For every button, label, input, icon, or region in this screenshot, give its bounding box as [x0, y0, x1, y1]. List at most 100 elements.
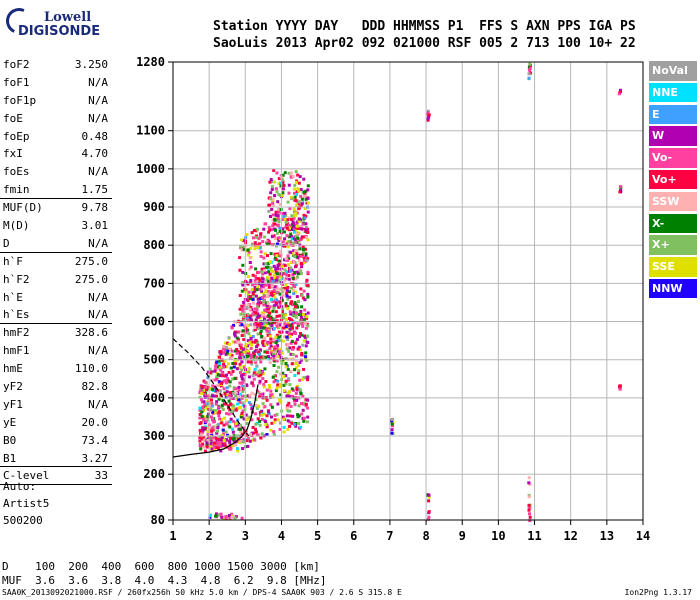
echo-point [200, 392, 204, 396]
echo-point [286, 367, 290, 371]
y-tick-label: 80 [151, 513, 165, 527]
echo-point [303, 259, 307, 262]
echo-point [253, 241, 257, 245]
echo-point [619, 185, 623, 189]
echo-point [279, 401, 283, 404]
echo-point [248, 256, 252, 260]
echo-point [273, 276, 277, 280]
echo-point [242, 347, 245, 351]
echo-point [273, 345, 277, 349]
echo-point [300, 319, 304, 323]
echo-point [200, 398, 203, 402]
param-row: C-level 33 [0, 467, 112, 486]
echo-point [220, 381, 223, 385]
echo-point [284, 283, 288, 287]
echo-point [241, 283, 245, 287]
echo-point [296, 371, 300, 375]
echo-point [255, 355, 259, 359]
echo-point [262, 256, 266, 260]
echo-point [297, 207, 301, 211]
echo-point [294, 255, 298, 259]
echo-point [254, 267, 258, 271]
echo-point [224, 381, 228, 385]
echo-point [220, 515, 224, 519]
echo-point [201, 406, 205, 410]
echo-point [244, 323, 248, 327]
echo-point [293, 368, 297, 372]
echo-point [252, 431, 256, 435]
echo-point [281, 307, 285, 311]
echo-point [299, 332, 302, 335]
echo-point [286, 245, 290, 249]
echo-point [266, 319, 270, 323]
echo-point [246, 339, 250, 343]
echo-point [302, 339, 306, 343]
echo-point [268, 326, 272, 330]
echo-point [285, 406, 289, 410]
echo-point [290, 218, 294, 221]
echo-point [270, 235, 274, 239]
echo-point [277, 279, 281, 283]
echo-point [306, 378, 310, 382]
echo-point [286, 285, 290, 289]
echo-point [287, 317, 291, 320]
echo-point [239, 415, 243, 419]
echo-point [265, 276, 269, 280]
echo-point [287, 171, 291, 175]
echo-point [245, 422, 249, 425]
echo-point [238, 307, 242, 311]
echo-point [238, 366, 242, 370]
echo-point [256, 343, 260, 347]
echo-point [275, 346, 279, 350]
echo-point [304, 376, 308, 380]
echo-point [284, 304, 288, 308]
echo-point [527, 508, 531, 512]
echo-point [213, 441, 217, 445]
echo-point [304, 252, 308, 256]
echo-point [263, 308, 267, 312]
echo-point [300, 265, 304, 269]
echo-point [226, 349, 230, 353]
echo-point [234, 362, 238, 366]
echo-point [271, 279, 275, 283]
y-tick-label: 600 [143, 315, 165, 329]
echo-point [238, 356, 242, 360]
echo-point [284, 313, 287, 317]
echo-point [272, 168, 276, 172]
echo-point [235, 320, 239, 324]
echo-point [200, 384, 204, 388]
echo-point [236, 439, 240, 443]
echo-point [298, 388, 302, 392]
echo-point [278, 202, 282, 206]
param-label: C-level [3, 469, 50, 483]
echo-point [275, 386, 279, 390]
echo-point [215, 391, 219, 395]
echo-point [235, 397, 238, 401]
echo-point [244, 433, 248, 437]
x-tick-label: 5 [314, 529, 321, 543]
echo-point [281, 240, 285, 244]
echo-point [269, 215, 272, 218]
echo-point [291, 276, 295, 280]
echo-point [258, 348, 262, 352]
echo-point [270, 317, 274, 321]
echo-point [207, 412, 211, 416]
echo-point [295, 233, 299, 237]
echo-point [272, 337, 276, 341]
echo-point [241, 263, 245, 267]
echo-point [200, 437, 204, 441]
echo-point [272, 243, 276, 247]
echo-point [219, 449, 223, 453]
echo-point [291, 241, 295, 245]
echo-point [529, 71, 533, 75]
echo-point [250, 231, 254, 235]
echo-point [260, 371, 264, 375]
echo-point [254, 339, 258, 343]
echo-point [224, 345, 228, 349]
echo-point [235, 330, 239, 334]
echo-point [288, 331, 291, 335]
echo-point [242, 333, 246, 337]
echo-point [296, 173, 300, 177]
echo-point [244, 327, 248, 331]
echo-point [224, 395, 228, 399]
